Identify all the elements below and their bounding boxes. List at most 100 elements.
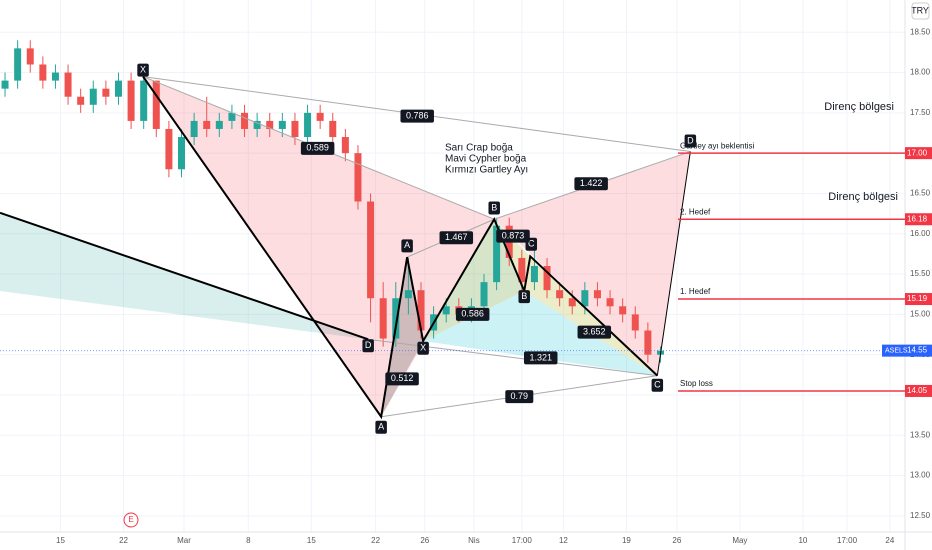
point-label-box: [137, 63, 149, 77]
point-label-box: [362, 339, 374, 353]
candle-body: [190, 120, 198, 138]
candle-body: [354, 153, 362, 202]
candle-body: [266, 120, 274, 129]
point-label: A: [404, 240, 410, 250]
point-label: D: [687, 135, 694, 145]
y-tick-label: 13.50: [910, 430, 931, 439]
candle-body: [278, 120, 286, 129]
ratio-label: 3.652: [583, 326, 606, 336]
candle-body: [593, 290, 601, 299]
candle-body: [606, 298, 614, 307]
level-text: 2. Hedef: [680, 207, 711, 216]
resistance-label: Direnç bölgesi: [824, 101, 894, 113]
candle-body: [102, 88, 110, 97]
x-tick-label: 19: [622, 536, 631, 545]
event-marker[interactable]: [123, 512, 139, 528]
candle-body: [543, 266, 551, 291]
candle-body: [379, 298, 387, 339]
symbol-tag: [882, 344, 932, 357]
candle-body: [341, 137, 349, 154]
y-tick-label: 12.50: [910, 511, 931, 520]
candle-body: [26, 48, 34, 65]
x-tick-label: May: [732, 536, 747, 545]
point-label: X: [420, 343, 426, 353]
x-tick-label: 24: [885, 536, 894, 545]
candle-body: [178, 137, 186, 170]
x-tick-label: 26: [420, 536, 429, 545]
point-label: A: [378, 422, 384, 432]
candle-body: [568, 298, 576, 307]
candle-body: [165, 128, 173, 170]
y-tick-label: 13.00: [910, 471, 931, 480]
candle-body: [631, 314, 639, 331]
point-label-box: [518, 290, 530, 304]
ratio-label-box: [577, 325, 612, 339]
ratio-label-box: [300, 141, 335, 155]
candle-body: [215, 120, 223, 129]
ratio-label: 0.589: [306, 143, 329, 153]
point-label: B: [491, 202, 497, 212]
pattern-line: [656, 151, 691, 376]
y-tick-label: 18.50: [910, 27, 931, 36]
price-tag-label: 14.55: [907, 346, 928, 355]
ratio-label: 0.586: [461, 309, 484, 319]
point-label-box: [488, 201, 500, 215]
price-tag: [905, 293, 932, 306]
point-label-box: [375, 420, 387, 434]
ratio-label: 0.512: [391, 373, 414, 383]
note: Sarı Crap boğa: [445, 143, 513, 154]
ratio-label-box: [455, 307, 490, 321]
pattern-line: [368, 338, 658, 377]
level-text: 1. Hedef: [680, 287, 711, 296]
ratio-label: 0.873: [502, 231, 525, 241]
x-tick-label: 15: [307, 536, 316, 545]
candle-body: [127, 80, 135, 121]
ratio-label-box: [505, 390, 534, 404]
x-tick-label: Mar: [177, 536, 191, 545]
candle-body: [518, 257, 526, 283]
ratio-label: 1.422: [580, 178, 603, 188]
x-tick-label: 8: [246, 536, 251, 545]
currency: TRY: [911, 5, 929, 15]
candle-body: [619, 306, 627, 315]
candle-body: [203, 120, 211, 129]
candle-body: [14, 48, 22, 81]
point-label: B: [521, 291, 527, 301]
x-tick-label: 26: [672, 536, 681, 545]
candle-body: [556, 290, 564, 299]
price-tag: [905, 147, 932, 160]
note: Mavi Cypher boğa: [445, 154, 527, 165]
candle-body: [39, 64, 47, 81]
candle-body: [493, 225, 501, 283]
resistance-label: Direnç bölgesi: [828, 191, 898, 203]
point-label: C: [654, 380, 661, 390]
candle-body: [77, 96, 85, 105]
ratio-label: 1.321: [529, 352, 552, 362]
symbol-tag-label: ASELS: [885, 347, 908, 354]
x-tick-label: 12: [559, 536, 568, 545]
candle-body: [367, 201, 375, 299]
level-text: Stop loss: [680, 379, 713, 388]
candle-body: [417, 290, 425, 331]
price-tag: [905, 384, 932, 397]
candle-body: [114, 80, 122, 97]
x-tick-label: 17:00: [837, 536, 858, 545]
candle-body: [241, 112, 249, 129]
candle-body: [89, 88, 97, 105]
price-tag-label: 14.05: [907, 386, 928, 395]
point-label: D: [365, 340, 372, 350]
price-tag: [905, 213, 932, 226]
ratio-label-box: [439, 231, 474, 245]
candle-body: [480, 282, 488, 307]
candle-body: [64, 72, 72, 97]
currency-box: [911, 2, 930, 20]
candle-body: [140, 80, 148, 121]
point-label-box: [401, 239, 413, 253]
point-label-box: [417, 341, 429, 355]
y-tick-label: 18.00: [910, 68, 931, 77]
y-tick-label: 15.50: [910, 269, 931, 278]
point-label: X: [140, 65, 146, 75]
candle-body: [644, 330, 652, 355]
point-label: C: [528, 239, 535, 249]
